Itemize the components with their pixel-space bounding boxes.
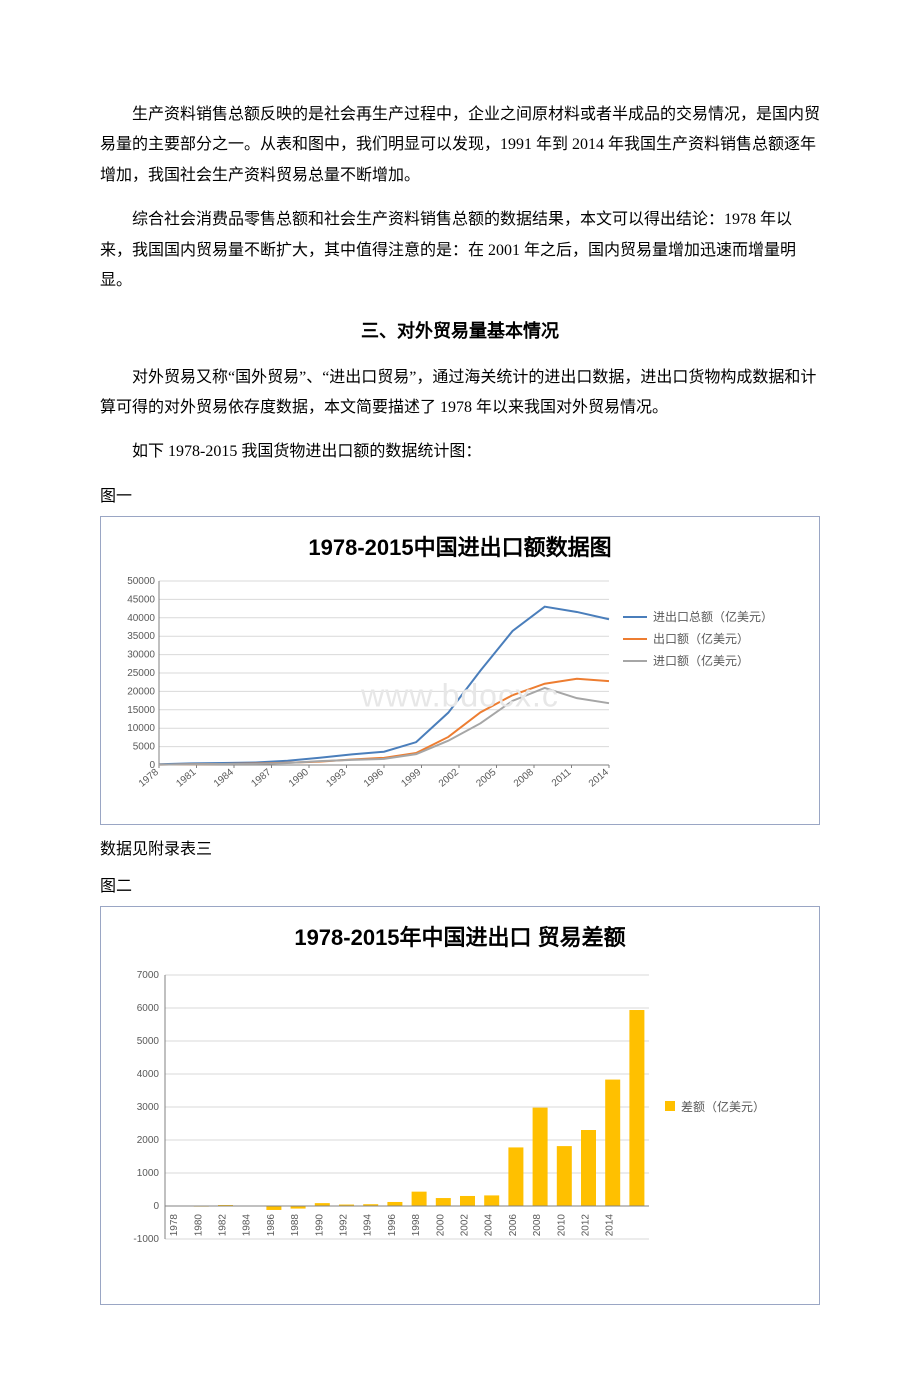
svg-text:25000: 25000 bbox=[127, 668, 155, 679]
paragraph-4: 如下 1978-2015 我国货物进出口额的数据统计图： bbox=[100, 437, 820, 467]
svg-text:2011: 2011 bbox=[550, 766, 574, 789]
svg-text:10000: 10000 bbox=[127, 723, 155, 734]
svg-text:1000: 1000 bbox=[137, 1168, 160, 1179]
figure-1-label: 图一 bbox=[100, 482, 820, 512]
svg-text:1998: 1998 bbox=[411, 1213, 422, 1236]
svg-text:1990: 1990 bbox=[287, 766, 311, 789]
svg-text:2014: 2014 bbox=[605, 1213, 616, 1236]
svg-text:-1000: -1000 bbox=[133, 1234, 159, 1245]
svg-text:1987: 1987 bbox=[249, 766, 273, 789]
svg-text:1978: 1978 bbox=[137, 766, 161, 789]
svg-text:1984: 1984 bbox=[212, 766, 236, 789]
svg-text:5000: 5000 bbox=[137, 1036, 160, 1047]
svg-text:2010: 2010 bbox=[556, 1213, 567, 1236]
svg-text:进出口总额（亿美元）: 进出口总额（亿美元） bbox=[653, 609, 773, 624]
chart-2: 1978-2015年中国进出口 贸易差额 -1000 0 1000 2000 3000 4… bbox=[100, 906, 820, 1305]
svg-text:20000: 20000 bbox=[127, 686, 155, 697]
paragraph-1: 生产资料销售总额反映的是社会再生产过程中，企业之间原材料或者半成品的交易情况，是… bbox=[100, 100, 820, 191]
svg-text:45000: 45000 bbox=[127, 594, 155, 605]
figure-2-label: 图二 bbox=[100, 872, 820, 902]
svg-text:40000: 40000 bbox=[127, 613, 155, 624]
svg-text:进口额（亿美元）: 进口额（亿美元） bbox=[653, 653, 749, 668]
svg-text:2014: 2014 bbox=[587, 766, 611, 789]
svg-text:50000: 50000 bbox=[127, 576, 155, 587]
chart-2-plot: -1000 0 1000 2000 3000 4000 5000 6000 7000 1978 19… bbox=[109, 965, 799, 1285]
svg-text:1981: 1981 bbox=[174, 766, 198, 789]
svg-text:出口额（亿美元）: 出口额（亿美元） bbox=[653, 631, 749, 646]
svg-text:1996: 1996 bbox=[387, 1213, 398, 1236]
svg-text:1992: 1992 bbox=[339, 1213, 350, 1236]
svg-text:6000: 6000 bbox=[137, 1003, 160, 1014]
svg-text:1993: 1993 bbox=[324, 766, 348, 789]
svg-text:15000: 15000 bbox=[127, 705, 155, 716]
svg-text:1999: 1999 bbox=[399, 766, 423, 789]
document-page: 生产资料销售总额反映的是社会再生产过程中，企业之间原材料或者半成品的交易情况，是… bbox=[0, 0, 920, 1375]
svg-text:0: 0 bbox=[153, 1201, 159, 1212]
chart-1-plot: 0500010000150002000025000300003500040000… bbox=[109, 575, 799, 805]
svg-text:1980: 1980 bbox=[193, 1213, 204, 1236]
svg-text:3000: 3000 bbox=[137, 1102, 160, 1113]
chart-1-title: 1978-2015中国进出口额数据图 bbox=[109, 527, 811, 569]
svg-text:2000: 2000 bbox=[137, 1135, 160, 1146]
svg-text:2008: 2008 bbox=[512, 766, 536, 789]
svg-text:35000: 35000 bbox=[127, 631, 155, 642]
svg-text:2002: 2002 bbox=[437, 766, 461, 789]
section-title: 三、对外贸易量基本情况 bbox=[100, 314, 820, 348]
svg-text:1986: 1986 bbox=[266, 1213, 277, 1236]
svg-text:差额（亿美元）: 差额（亿美元） bbox=[681, 1099, 765, 1114]
svg-text:2006: 2006 bbox=[508, 1213, 519, 1236]
svg-text:2005: 2005 bbox=[474, 766, 498, 789]
svg-text:2012: 2012 bbox=[581, 1213, 592, 1236]
svg-text:1982: 1982 bbox=[218, 1213, 229, 1236]
paragraph-2: 综合社会消费品零售总额和社会生产资料销售总额的数据结果，本文可以得出结论：197… bbox=[100, 205, 820, 296]
svg-text:1994: 1994 bbox=[363, 1213, 374, 1236]
svg-text:2008: 2008 bbox=[532, 1213, 543, 1236]
chart-1: 1978-2015中国进出口额数据图 www.bdocx.c 050001000… bbox=[100, 516, 820, 825]
svg-text:5000: 5000 bbox=[133, 741, 156, 752]
svg-text:7000: 7000 bbox=[137, 970, 160, 981]
chart-2-title: 1978-2015年中国进出口 贸易差额 bbox=[109, 917, 811, 959]
svg-text:1988: 1988 bbox=[290, 1213, 301, 1236]
svg-text:2000: 2000 bbox=[435, 1213, 446, 1236]
appendix-note: 数据见附录表三 bbox=[100, 835, 820, 865]
svg-text:2002: 2002 bbox=[460, 1213, 471, 1236]
svg-text:1996: 1996 bbox=[362, 766, 386, 789]
svg-text:4000: 4000 bbox=[137, 1069, 160, 1080]
svg-text:1990: 1990 bbox=[314, 1213, 325, 1236]
svg-text:30000: 30000 bbox=[127, 649, 155, 660]
svg-text:1984: 1984 bbox=[242, 1213, 253, 1236]
paragraph-3: 对外贸易又称“国外贸易”、“进出口贸易”，通过海关统计的进出口数据，进出口货物构… bbox=[100, 363, 820, 424]
svg-text:2004: 2004 bbox=[484, 1213, 495, 1236]
svg-text:1978: 1978 bbox=[169, 1213, 180, 1236]
